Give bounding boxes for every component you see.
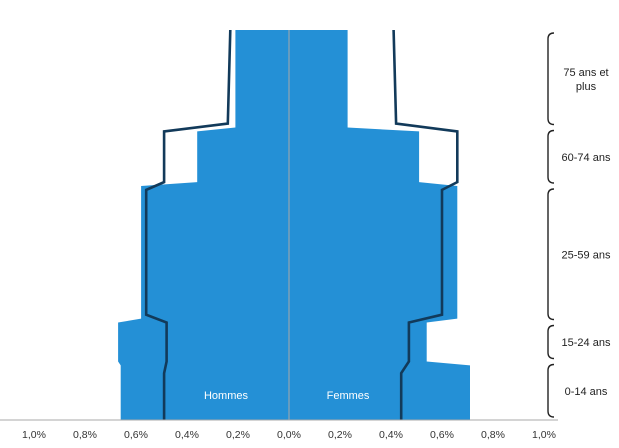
age-group-bracket: [547, 129, 555, 184]
outline-left: [144, 29, 232, 420]
area-hommes: [118, 30, 289, 420]
outline-layer: [144, 29, 459, 420]
x-tick-label: 0,4%: [379, 429, 403, 441]
x-tick-label: 0,0%: [277, 429, 301, 441]
x-tick-label: 0,6%: [430, 429, 454, 441]
x-tick-label: 1,0%: [22, 429, 46, 441]
x-tick-label: 0,6%: [124, 429, 148, 441]
age-group-bracket: [547, 324, 555, 360]
age-group-label: 25-59 ans: [562, 249, 611, 261]
x-tick-label: 0,2%: [328, 429, 352, 441]
x-tick-labels: 1,0% 0,8% 0,6% 0,4% 0,2% 0,0% 0,2% 0,4% 0,6% 0,8%…: [22, 429, 556, 441]
series-label-hommes: Hommes: [204, 390, 249, 402]
outline-right: [392, 29, 459, 420]
age-group-label: 15-24 ans: [562, 337, 611, 349]
age-group-label: 75 ans et plus: [563, 67, 608, 93]
age-group-label: 0-14 ans: [565, 386, 608, 398]
x-tick-label: 0,2%: [226, 429, 250, 441]
area-femmes: [289, 30, 470, 420]
age-group-bracket: [547, 188, 555, 321]
series-label-femmes: Femmes: [327, 390, 370, 402]
age-group-bracket: [547, 32, 555, 126]
area-layer: [118, 30, 470, 420]
age-group-labels: 75 ans et plus 60-74 ans 25-59 ans 15-24 ans…: [562, 67, 611, 398]
x-tick-label: 0,8%: [481, 429, 505, 441]
sex-label-layer: Hommes Femmes: [204, 390, 370, 402]
age-group-label: 60-74 ans: [562, 152, 611, 164]
x-tick-label: 0,4%: [175, 429, 199, 441]
x-tick-label: 1,0%: [532, 429, 556, 441]
age-group-bracket: [547, 363, 555, 418]
age-group-brackets: [547, 32, 555, 418]
x-tick-label: 0,8%: [73, 429, 97, 441]
